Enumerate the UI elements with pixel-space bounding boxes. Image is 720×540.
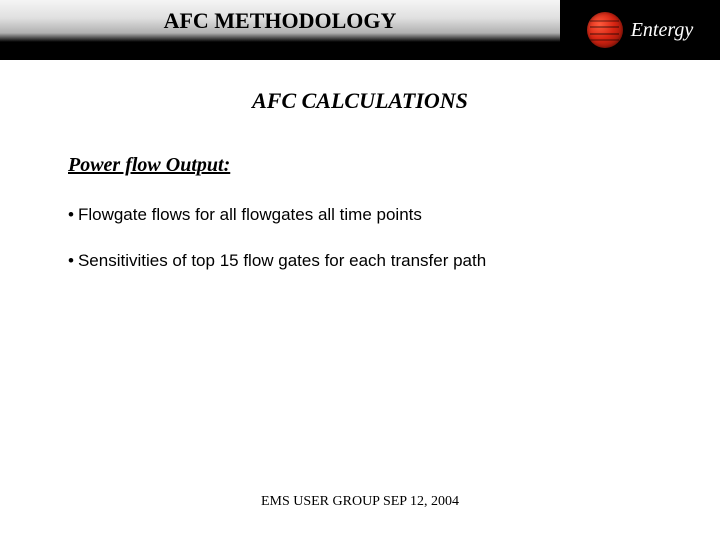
slide-footer: EMS USER GROUP SEP 12, 2004 bbox=[0, 494, 720, 510]
slide-content: AFC CALCULATIONS Power flow Output: • Fl… bbox=[0, 60, 720, 271]
logo-area: Entergy bbox=[560, 0, 720, 60]
bullet-dot-icon: • bbox=[68, 251, 74, 271]
slide-header: AFC METHODOLOGY Entergy bbox=[0, 0, 720, 60]
slide-subtitle: AFC CALCULATIONS bbox=[68, 88, 652, 114]
bullet-text: Sensitivities of top 15 flow gates for e… bbox=[78, 251, 486, 271]
bullet-text: Flowgate flows for all flowgates all tim… bbox=[78, 205, 422, 225]
header-title-area: AFC METHODOLOGY bbox=[0, 0, 560, 60]
header-title: AFC METHODOLOGY bbox=[164, 8, 397, 34]
logo-text: Entergy bbox=[631, 19, 694, 42]
section-heading: Power flow Output: bbox=[68, 154, 652, 177]
entergy-logo-icon bbox=[587, 12, 623, 48]
bullet-item: • Sensitivities of top 15 flow gates for… bbox=[68, 251, 652, 271]
bullet-dot-icon: • bbox=[68, 205, 74, 225]
bullet-item: • Flowgate flows for all flowgates all t… bbox=[68, 205, 652, 225]
